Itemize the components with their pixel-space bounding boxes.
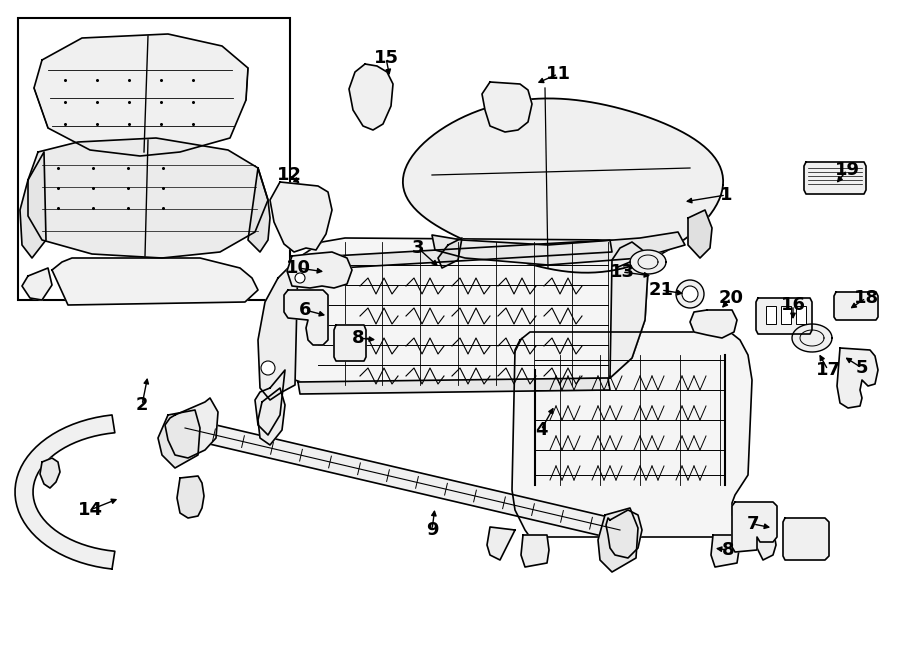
- Polygon shape: [334, 325, 366, 361]
- Polygon shape: [15, 415, 115, 569]
- Circle shape: [682, 286, 698, 302]
- Polygon shape: [834, 292, 878, 320]
- Polygon shape: [248, 168, 270, 252]
- Polygon shape: [183, 418, 622, 540]
- Polygon shape: [482, 82, 532, 132]
- Polygon shape: [438, 238, 462, 268]
- Text: 11: 11: [545, 65, 571, 83]
- Polygon shape: [521, 535, 549, 567]
- Polygon shape: [40, 458, 60, 488]
- Text: 6: 6: [299, 301, 311, 319]
- Circle shape: [676, 280, 704, 308]
- Polygon shape: [783, 518, 829, 560]
- Text: 10: 10: [285, 259, 310, 277]
- Polygon shape: [158, 410, 200, 468]
- Text: 7: 7: [747, 515, 760, 533]
- Bar: [796, 306, 806, 324]
- Polygon shape: [688, 210, 712, 258]
- Polygon shape: [20, 152, 46, 258]
- Circle shape: [295, 273, 305, 283]
- Text: 4: 4: [535, 421, 547, 439]
- Polygon shape: [298, 240, 612, 270]
- Polygon shape: [403, 99, 723, 273]
- Text: 17: 17: [815, 361, 841, 379]
- Text: 21: 21: [649, 281, 673, 299]
- Text: 8: 8: [722, 541, 734, 559]
- Polygon shape: [258, 388, 285, 445]
- Polygon shape: [711, 535, 739, 567]
- Circle shape: [261, 361, 275, 375]
- Text: 2: 2: [136, 396, 149, 414]
- Text: 18: 18: [853, 289, 878, 307]
- Polygon shape: [598, 508, 638, 572]
- Polygon shape: [22, 268, 52, 300]
- Text: 1: 1: [720, 186, 733, 204]
- Text: 3: 3: [412, 239, 424, 257]
- Text: 12: 12: [276, 166, 302, 184]
- Bar: [781, 306, 791, 324]
- Text: 13: 13: [609, 263, 634, 281]
- Polygon shape: [165, 398, 218, 458]
- Bar: [766, 306, 776, 324]
- Polygon shape: [487, 527, 515, 560]
- Polygon shape: [298, 378, 610, 394]
- Polygon shape: [278, 238, 648, 388]
- Polygon shape: [52, 258, 258, 305]
- Text: 16: 16: [780, 296, 806, 314]
- Bar: [18, 18, 290, 300]
- Polygon shape: [284, 290, 328, 345]
- Text: 5: 5: [856, 359, 868, 377]
- Polygon shape: [804, 162, 866, 194]
- Text: 15: 15: [374, 49, 399, 67]
- Polygon shape: [349, 64, 393, 130]
- Text: 8: 8: [352, 329, 365, 347]
- Text: 14: 14: [77, 501, 103, 519]
- Text: 20: 20: [718, 289, 743, 307]
- Polygon shape: [255, 370, 285, 435]
- Polygon shape: [34, 34, 248, 156]
- Text: 9: 9: [426, 521, 438, 539]
- Polygon shape: [690, 310, 737, 338]
- Polygon shape: [287, 252, 352, 288]
- Polygon shape: [748, 527, 776, 560]
- Polygon shape: [756, 298, 812, 334]
- Polygon shape: [837, 348, 878, 408]
- Polygon shape: [270, 182, 332, 252]
- Polygon shape: [512, 332, 752, 537]
- Polygon shape: [258, 258, 298, 400]
- Text: 19: 19: [834, 161, 860, 179]
- Polygon shape: [630, 250, 666, 274]
- Polygon shape: [432, 232, 685, 265]
- Polygon shape: [606, 510, 642, 558]
- Polygon shape: [177, 476, 204, 518]
- Polygon shape: [28, 138, 268, 258]
- Polygon shape: [792, 324, 832, 352]
- Polygon shape: [610, 242, 648, 378]
- Polygon shape: [732, 502, 777, 552]
